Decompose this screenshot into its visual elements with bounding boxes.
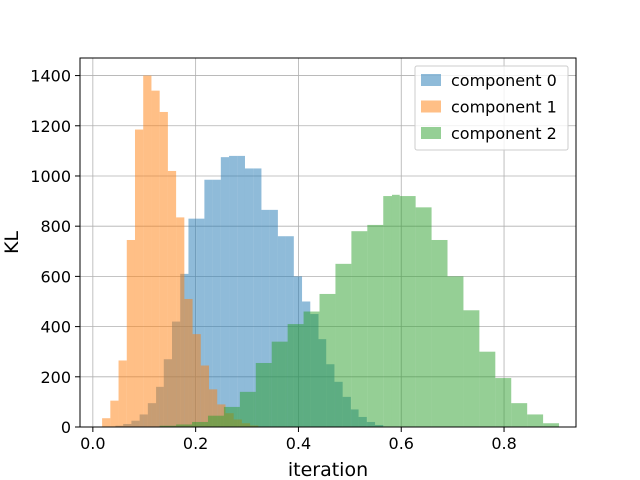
histogram-bar bbox=[543, 423, 560, 427]
histogram-bar bbox=[399, 196, 416, 427]
legend-item: component 0 bbox=[421, 71, 557, 90]
histogram-bar bbox=[431, 239, 448, 427]
histogram-bar bbox=[391, 194, 400, 427]
histogram-bar bbox=[277, 236, 286, 427]
histogram-bar bbox=[184, 298, 193, 427]
histogram-bars bbox=[102, 75, 560, 428]
y-tick-label: 0 bbox=[61, 418, 71, 437]
histogram-bar bbox=[415, 207, 432, 427]
legend-swatch bbox=[421, 74, 441, 86]
y-tick-label: 1000 bbox=[30, 167, 71, 186]
histogram-bar bbox=[176, 424, 193, 427]
histogram-bar bbox=[303, 311, 320, 427]
x-axis-label: iteration bbox=[288, 459, 368, 480]
histogram-bar bbox=[196, 218, 205, 427]
y-axis-label: KL bbox=[1, 231, 23, 254]
x-tick-label: 0.6 bbox=[389, 434, 414, 453]
histogram-bar bbox=[511, 403, 528, 427]
histogram-bar bbox=[255, 362, 272, 427]
histogram-bar bbox=[244, 168, 254, 427]
histogram-bar bbox=[527, 414, 544, 427]
histogram-bar bbox=[159, 425, 177, 427]
histogram-bar bbox=[110, 400, 119, 427]
legend-item: component 1 bbox=[421, 98, 557, 117]
histogram-bar bbox=[143, 75, 152, 428]
histogram-bar bbox=[200, 365, 210, 427]
legend-label: component 0 bbox=[451, 71, 557, 90]
y-tick-label: 800 bbox=[40, 217, 71, 236]
histogram-bar bbox=[271, 341, 288, 427]
histogram-bar bbox=[229, 155, 238, 428]
histogram-bar bbox=[479, 351, 496, 427]
legend-label: component 2 bbox=[451, 124, 557, 143]
x-tick-label: 0.8 bbox=[491, 434, 516, 453]
x-tick-label: 0.2 bbox=[183, 434, 208, 453]
histogram-bar bbox=[126, 239, 135, 427]
series-1-bars bbox=[102, 75, 259, 428]
histogram-bar bbox=[220, 157, 230, 427]
histogram-bar bbox=[118, 360, 127, 427]
axis-ticks: 0.0 0.2 0.4 0.6 0.8 0 200 400 600 800 1000 1200 1400 bbox=[30, 67, 516, 453]
histogram-bar bbox=[447, 276, 464, 427]
histogram-bar bbox=[102, 418, 111, 427]
histogram-bar bbox=[134, 129, 144, 427]
y-tick-label: 400 bbox=[40, 318, 71, 337]
histogram-bar bbox=[287, 324, 304, 427]
legend-swatch bbox=[421, 127, 441, 139]
histogram-bar bbox=[176, 217, 185, 427]
histogram-bar bbox=[209, 389, 218, 427]
histogram-bar bbox=[151, 90, 160, 427]
legend: component 0 component 1 component 2 bbox=[414, 65, 569, 151]
axes-frame bbox=[79, 57, 577, 428]
histogram-bar bbox=[237, 155, 245, 428]
histogram-bar bbox=[192, 421, 208, 427]
x-tick-label: 0.0 bbox=[80, 434, 105, 453]
histogram-bar bbox=[495, 378, 512, 427]
legend-frame bbox=[414, 65, 569, 151]
histogram-bar bbox=[207, 415, 224, 427]
histogram-bar bbox=[335, 263, 352, 427]
histogram-bar bbox=[192, 334, 201, 427]
histogram-bar bbox=[159, 111, 168, 427]
y-tick-label: 600 bbox=[40, 267, 71, 286]
series-2-bars bbox=[159, 194, 560, 427]
histogram-bar bbox=[239, 391, 256, 427]
histogram-bar bbox=[319, 293, 336, 427]
histogram-bar bbox=[269, 209, 278, 427]
histogram-bar bbox=[204, 179, 213, 427]
y-tick-label: 1400 bbox=[30, 67, 71, 86]
histogram-bar bbox=[463, 310, 480, 427]
legend-label: component 1 bbox=[451, 98, 557, 117]
histogram-bar bbox=[351, 231, 368, 427]
histogram-bar bbox=[261, 209, 270, 427]
y-tick-label: 1200 bbox=[30, 117, 71, 136]
histogram-bar bbox=[253, 168, 262, 427]
histogram-bar bbox=[167, 170, 177, 428]
legend-swatch bbox=[421, 100, 441, 113]
legend-item: component 2 bbox=[421, 124, 557, 143]
histogram-bar bbox=[223, 406, 240, 427]
histogram-bar bbox=[212, 179, 221, 427]
y-tick-label: 200 bbox=[40, 368, 71, 387]
histogram-bar bbox=[367, 224, 384, 427]
histogram-bar bbox=[383, 196, 392, 427]
x-tick-label: 0.4 bbox=[286, 434, 311, 453]
